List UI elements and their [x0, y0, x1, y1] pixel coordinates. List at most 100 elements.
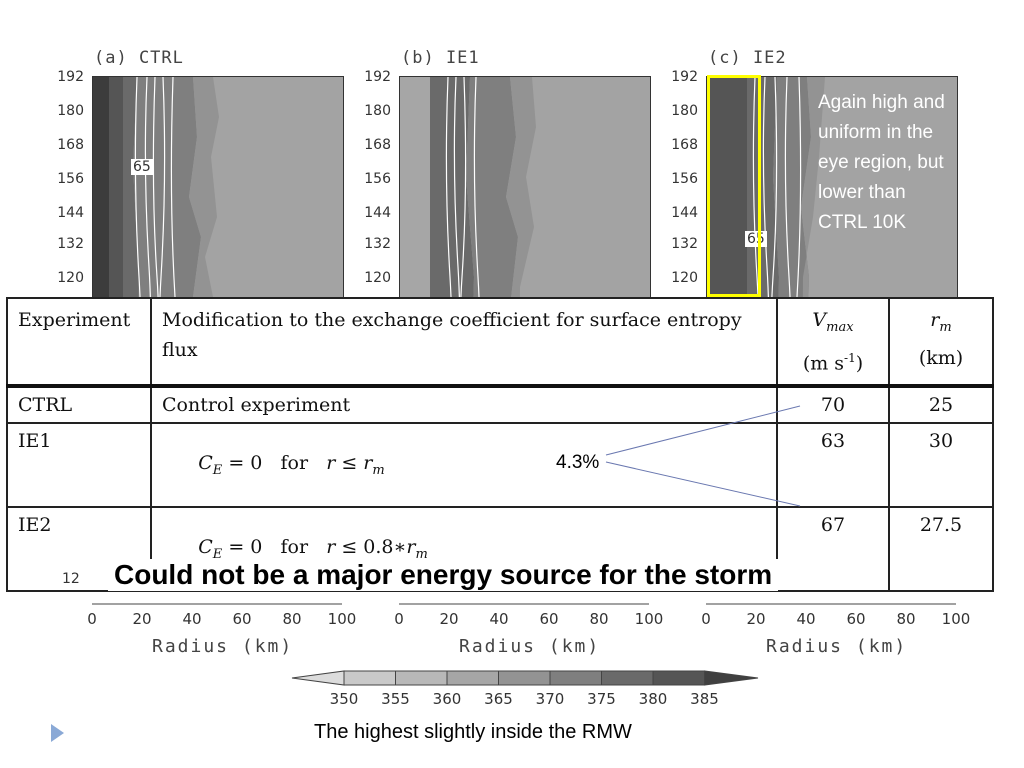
row-ie1-vmax: 63: [776, 422, 890, 508]
y-tick-label: 120: [364, 270, 391, 286]
header-modification-line2: flux: [162, 339, 198, 361]
header-vmax-unit-sup: -1: [844, 350, 856, 365]
callout-text: Again high and uniform in the eye region…: [818, 92, 945, 233]
row-ie1-rm: 30: [888, 422, 994, 508]
x-tick-label: 100: [941, 610, 971, 628]
colorbar-label: 355: [381, 690, 410, 708]
y-tick-label: 168: [364, 137, 391, 153]
x-tick-label: 60: [232, 610, 252, 628]
slide-nav-play-icon[interactable]: [51, 724, 64, 742]
row-ie2-vmax: 67: [776, 505, 890, 592]
row-ie1-rhs: r: [363, 452, 373, 475]
percent-annotation: 4.3%: [556, 452, 600, 474]
colorbar-label: 380: [638, 690, 668, 708]
row-ie1-op: ≤: [335, 452, 364, 475]
y-tick-label: 120: [57, 270, 84, 286]
header-modification-line1: Modification to the exchange coefficient…: [162, 309, 742, 331]
colorbar-cell: [498, 670, 551, 686]
y-tick-label: 192: [671, 69, 698, 85]
colorbar-label: 385: [690, 690, 719, 708]
row-ie2-op: ≤ 0.8∗: [335, 535, 407, 558]
header-vmax-unit-end: ): [855, 352, 864, 375]
y-tick-label: 180: [364, 103, 391, 119]
panel-a-title: (a) CTRL: [94, 48, 184, 68]
y-tick-label: 180: [57, 103, 84, 119]
x-tick-label: 100: [634, 610, 664, 628]
x-tick-label: 20: [132, 610, 152, 628]
table-row: CTRL Control experiment 70 25: [6, 385, 994, 425]
y-tick-label: 120: [671, 270, 698, 286]
panel-c-title: (c) IE2: [708, 48, 787, 68]
table-header-row: Experiment Modification to the exchange …: [6, 296, 994, 389]
colorbar-cell: [549, 670, 602, 686]
panel-a-contour-label: 65: [131, 159, 153, 175]
x-tick-label: 40: [182, 610, 202, 628]
row-ie1-rhs-sub: m: [372, 462, 385, 478]
header-rm-sub: m: [939, 319, 952, 335]
ie2-eye-highlight-box: [707, 75, 761, 297]
header-rm: rm (km): [888, 296, 994, 389]
y-tick-label: 156: [364, 171, 391, 187]
header-rm-symbol: r: [930, 309, 940, 331]
row-ie1-eq: = 0 for: [222, 452, 327, 475]
row-ie1-ce: C: [198, 452, 213, 475]
row-ie2-rhs: r: [406, 535, 416, 558]
x-tick-label: 20: [746, 610, 766, 628]
x-tick-label: 0: [394, 610, 404, 628]
row-ie2-ce-sub: E: [212, 546, 223, 562]
colorbar-cell: [601, 670, 654, 686]
x-tick-label: 80: [896, 610, 916, 628]
x-tick-label: 0: [701, 610, 711, 628]
y-tick-label: 192: [57, 69, 84, 85]
x-tick-label: 20: [439, 610, 459, 628]
colorbar-label: 360: [432, 690, 462, 708]
y-tick-label: 168: [671, 137, 698, 153]
row-ie1-var: r: [326, 452, 336, 475]
row-ie2-experiment: IE2: [6, 505, 152, 592]
x-tick-label: 40: [796, 610, 816, 628]
colorbar-label: 365: [484, 690, 513, 708]
x-tick-label: 0: [87, 610, 97, 628]
y-tick-label: 132: [364, 236, 391, 252]
colorbar-cell: [446, 670, 499, 686]
y-tick-label: 144: [57, 205, 84, 221]
row-ie2-var: r: [326, 535, 336, 558]
x-tick-label: 80: [282, 610, 302, 628]
colorbar-low-extension: [291, 670, 345, 686]
x-tick-label: 80: [589, 610, 609, 628]
header-modification: Modification to the exchange coefficient…: [150, 296, 778, 389]
row-ctrl-vmax: 70: [776, 385, 890, 425]
row-ctrl-modification: Control experiment: [150, 385, 778, 425]
header-vmax-sub: max: [826, 319, 854, 335]
x-label-b: Radius (km): [459, 636, 601, 657]
y-tick-label: 180: [671, 103, 698, 119]
y-tick-label: 168: [57, 137, 84, 153]
header-vmax-symbol: V: [812, 309, 827, 331]
x-tick-label: 40: [489, 610, 509, 628]
row-ie1-ce-sub: E: [212, 462, 223, 478]
bottom-partial-tick: 12: [62, 571, 80, 587]
panel-b-title: (b) IE1: [401, 48, 480, 68]
x-tick-label: 100: [327, 610, 357, 628]
row-ie1-modification: CE = 0 for r ≤ rm: [150, 422, 778, 508]
y-tick-label: 132: [57, 236, 84, 252]
y-tick-label: 144: [671, 205, 698, 221]
row-ie1-experiment: IE1: [6, 422, 152, 508]
colorbar-label: 350: [329, 690, 359, 708]
y-tick-label: 156: [671, 171, 698, 187]
row-ie2-rhs-sub: m: [415, 546, 428, 562]
colorbar-high-extension: [704, 670, 759, 686]
header-rm-unit: (km): [918, 346, 964, 369]
x-label-a: Radius (km): [152, 636, 294, 657]
headline-text: Could not be a major energy source for t…: [108, 559, 779, 591]
colorbar-cell: [343, 670, 396, 686]
colorbar-cell: [652, 670, 705, 686]
row-ctrl-experiment: CTRL: [6, 385, 152, 425]
y-tick-label: 192: [364, 69, 391, 85]
table-row: IE1 CE = 0 for r ≤ rm 63 30: [6, 422, 994, 508]
x-label-c: Radius (km): [766, 636, 908, 657]
row-ctrl-rm: 25: [888, 385, 994, 425]
